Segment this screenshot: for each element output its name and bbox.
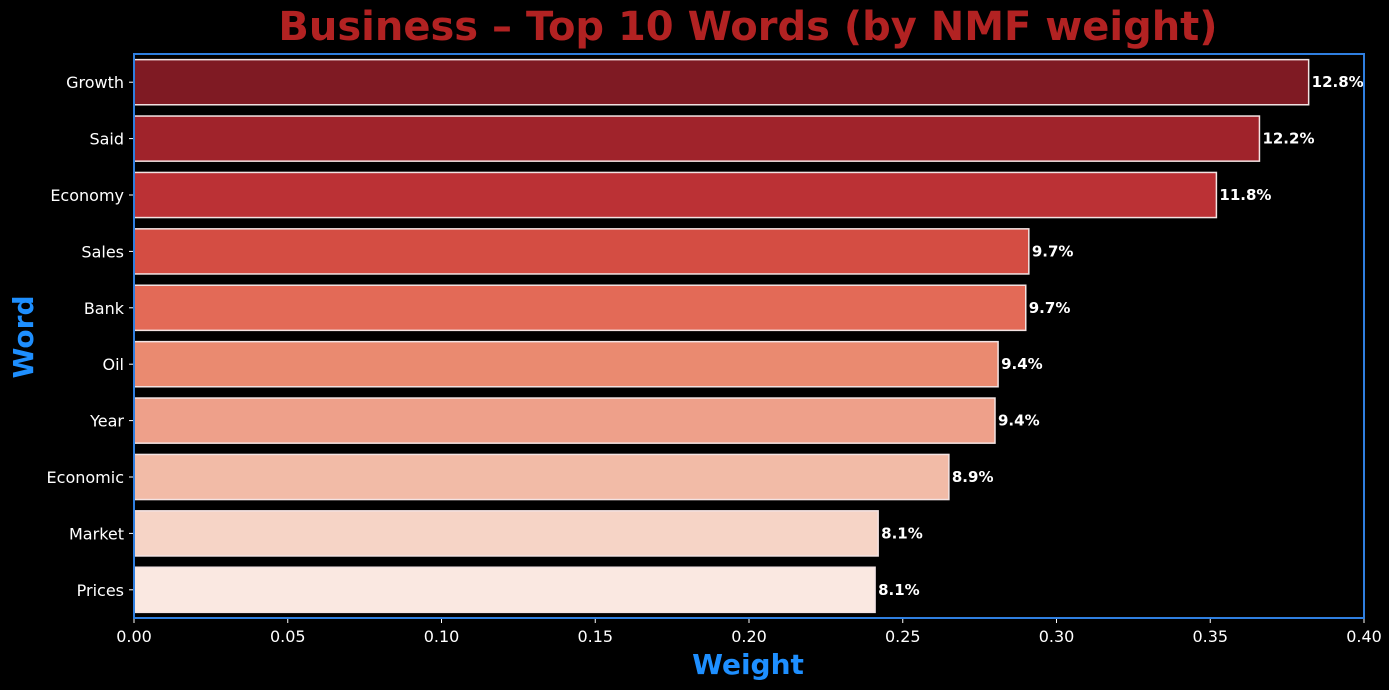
y-tick-label: Growth <box>66 73 124 92</box>
y-tick-label: Said <box>89 130 124 149</box>
data-label: 11.8% <box>1219 186 1271 204</box>
x-tick-label: 0.00 <box>116 627 152 646</box>
bar-bank <box>133 284 1027 332</box>
x-tick-label: 0.40 <box>1346 627 1382 646</box>
data-labels: 12.8% 12.2% 11.8% 9.7% 9.7% 9.4% 9.4% 8.9% 8.1% 8… <box>878 73 1364 599</box>
data-label: 12.2% <box>1262 130 1314 148</box>
y-tick-labels: Growth Said Economy Sales Bank Oil Year Economi… <box>47 73 134 600</box>
bar-said <box>133 115 1261 162</box>
data-label: 8.1% <box>881 524 923 542</box>
data-label: 9.4% <box>1001 355 1043 373</box>
y-tick-label: Sales <box>81 242 124 261</box>
x-tick-label: 0.15 <box>577 627 613 646</box>
data-label: 8.1% <box>878 581 920 599</box>
x-axis-label: Weight <box>692 648 804 681</box>
y-tick-label: Year <box>89 412 124 431</box>
x-tick-label: 0.25 <box>885 627 921 646</box>
bar-prices <box>133 566 876 614</box>
bar-market <box>133 510 879 557</box>
chart-title: Business – Top 10 Words (by NMF weight) <box>278 4 1217 50</box>
bar-growth <box>133 58 1310 106</box>
data-label: 8.9% <box>952 468 994 486</box>
plot-frame <box>133 53 1365 619</box>
y-tick-label: Bank <box>84 299 125 318</box>
x-ticks: 0.00 0.05 0.10 0.15 0.20 0.25 0.30 0.35 0.40 <box>116 618 1382 646</box>
bars-group <box>133 58 1310 614</box>
data-label: 12.8% <box>1312 73 1364 91</box>
data-label: 9.7% <box>1029 299 1071 317</box>
x-tick-label: 0.35 <box>1192 627 1228 646</box>
y-tick-label: Market <box>69 524 124 543</box>
y-tick-label: Economic <box>47 468 124 487</box>
bar-year <box>133 397 996 444</box>
x-tick-label: 0.30 <box>1039 627 1075 646</box>
y-tick-label: Economy <box>50 186 124 205</box>
x-tick-label: 0.05 <box>270 627 306 646</box>
bar-economy <box>133 171 1218 219</box>
bar-economic <box>133 453 950 501</box>
data-label: 9.4% <box>998 412 1040 430</box>
bar-sales <box>133 228 1030 275</box>
y-tick-label: Oil <box>103 355 124 374</box>
x-tick-label: 0.20 <box>731 627 767 646</box>
x-tick-label: 0.10 <box>424 627 460 646</box>
bar-oil <box>133 340 999 388</box>
y-tick-label: Prices <box>77 581 124 600</box>
data-label: 9.7% <box>1032 242 1074 260</box>
y-axis-label: Word <box>7 296 40 379</box>
